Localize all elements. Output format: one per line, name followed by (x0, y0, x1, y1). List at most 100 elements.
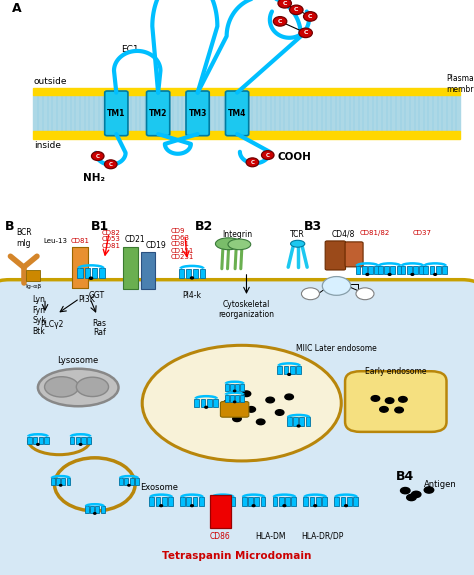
Circle shape (366, 274, 369, 275)
Bar (368, 266, 373, 274)
Text: Antigen: Antigen (424, 480, 457, 489)
Bar (277, 366, 282, 374)
Circle shape (205, 407, 208, 408)
Text: C: C (308, 14, 312, 19)
Text: A: A (12, 2, 21, 14)
Bar (283, 366, 288, 374)
Bar (186, 497, 191, 505)
Bar (279, 497, 283, 505)
Text: PI4-k: PI4-k (182, 290, 201, 300)
Bar (397, 266, 401, 274)
Ellipse shape (38, 369, 118, 407)
Bar (285, 497, 290, 505)
Circle shape (90, 277, 92, 279)
Text: C: C (250, 160, 255, 165)
Text: Plasma
membrane: Plasma membrane (446, 74, 474, 94)
Ellipse shape (291, 240, 305, 247)
Text: outside: outside (34, 77, 67, 86)
Bar (235, 394, 239, 402)
Bar (248, 497, 253, 505)
Bar (51, 478, 55, 485)
FancyBboxPatch shape (325, 241, 346, 270)
Bar (87, 436, 91, 444)
Bar (123, 247, 138, 289)
Bar (77, 268, 83, 278)
Ellipse shape (45, 377, 79, 397)
Circle shape (411, 274, 414, 275)
Circle shape (234, 401, 236, 402)
Text: CD37: CD37 (412, 229, 431, 236)
Circle shape (275, 409, 284, 415)
FancyBboxPatch shape (186, 91, 209, 136)
Bar (362, 266, 366, 274)
Text: HLA-DR/DP: HLA-DR/DP (301, 532, 344, 541)
Circle shape (434, 274, 437, 275)
Circle shape (322, 277, 351, 296)
Bar (230, 384, 234, 391)
Bar (70, 436, 74, 444)
Circle shape (301, 288, 319, 300)
Bar (230, 497, 235, 505)
Bar (162, 497, 167, 505)
Bar (27, 436, 31, 444)
Text: Integrin: Integrin (222, 229, 252, 239)
Circle shape (104, 160, 117, 168)
Circle shape (160, 505, 163, 507)
Text: EC1: EC1 (121, 45, 139, 54)
Text: Exosome: Exosome (140, 483, 178, 492)
Circle shape (266, 397, 274, 403)
FancyBboxPatch shape (105, 91, 128, 136)
Bar (85, 506, 89, 513)
Text: CD19: CD19 (146, 241, 167, 250)
Circle shape (262, 151, 274, 159)
Bar (141, 252, 155, 289)
Bar (211, 497, 216, 505)
Bar (81, 436, 86, 444)
Bar (193, 497, 198, 505)
Bar (149, 497, 154, 505)
Text: TM2: TM2 (149, 109, 167, 118)
Circle shape (252, 505, 255, 507)
Bar (168, 497, 173, 505)
Circle shape (285, 394, 293, 400)
Ellipse shape (142, 346, 341, 461)
Text: CD4/8: CD4/8 (332, 229, 356, 239)
Circle shape (290, 5, 303, 14)
Bar (33, 95, 460, 132)
Circle shape (223, 400, 232, 406)
Text: HLA-DM: HLA-DM (255, 532, 285, 541)
Text: CD21: CD21 (124, 235, 145, 244)
Circle shape (278, 0, 292, 8)
Text: CD82
CD53
CD81: CD82 CD53 CD81 (102, 229, 121, 248)
Bar (155, 497, 160, 505)
Bar (33, 132, 460, 139)
Text: LCK: LCK (330, 283, 343, 289)
FancyBboxPatch shape (0, 279, 474, 575)
Circle shape (247, 407, 255, 412)
Bar (199, 497, 204, 505)
Bar (235, 384, 239, 391)
Bar (436, 266, 441, 274)
Bar (124, 478, 128, 485)
Bar (293, 417, 298, 426)
Circle shape (36, 443, 39, 445)
Text: P: P (363, 292, 367, 296)
Bar (84, 268, 90, 278)
Circle shape (303, 12, 317, 21)
Circle shape (401, 488, 410, 494)
Circle shape (314, 505, 317, 507)
Circle shape (385, 398, 394, 404)
Bar (200, 269, 205, 278)
Bar (287, 417, 292, 426)
Text: Ig-αβ: Ig-αβ (25, 285, 41, 289)
Text: Lyn
Fyn
Syk
Btk: Lyn Fyn Syk Btk (32, 296, 46, 335)
Bar (186, 269, 191, 278)
Bar (26, 270, 40, 281)
Text: GGT: GGT (89, 290, 105, 300)
Text: C: C (109, 162, 113, 167)
Bar (242, 497, 246, 505)
Bar (378, 266, 383, 274)
Bar (119, 478, 123, 485)
Ellipse shape (228, 239, 251, 250)
Bar (72, 247, 88, 288)
